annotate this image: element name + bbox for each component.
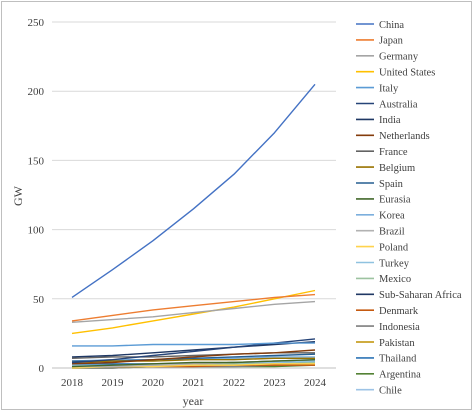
- legend-label-australia: Australia: [379, 99, 418, 110]
- legend-label-argentina: Argentina: [379, 370, 421, 381]
- series-line-india: [71, 341, 316, 358]
- series-lines: [71, 83, 316, 369]
- legend-label-italy: Italy: [379, 83, 399, 94]
- legend-label-spain: Spain: [379, 179, 404, 190]
- series-line-belgium: [71, 357, 315, 364]
- gridlines: [52, 21, 336, 369]
- legend-label-denmark: Denmark: [379, 306, 419, 317]
- x-tick-label: 2024: [304, 377, 327, 389]
- legend-label-sub-saharan-africa: Sub-Saharan Africa: [379, 290, 462, 301]
- legend-label-indonesia: Indonesia: [379, 322, 420, 333]
- legend-label-brazil: Brazil: [379, 227, 405, 238]
- y-tick-label: 100: [28, 225, 45, 237]
- series-line-china: [71, 83, 316, 298]
- legend-label-mexico: Mexico: [379, 274, 411, 285]
- legend-label-germany: Germany: [379, 52, 419, 63]
- legend-label-india: India: [379, 115, 401, 126]
- legend-label-belgium: Belgium: [379, 163, 415, 174]
- series-line-japan: [71, 293, 316, 322]
- x-axis-ticks: 2018 2019 2020 2021 2022 2023 2024: [61, 377, 327, 389]
- series-line-germany: [71, 300, 316, 323]
- legend-label-chile: Chile: [379, 386, 402, 397]
- y-tick-label: 50: [33, 294, 45, 306]
- x-tick-label: 2020: [142, 377, 165, 389]
- legend-label-netherlands: Netherlands: [379, 131, 430, 142]
- y-tick-label: 200: [28, 86, 45, 98]
- legend-label-thailand: Thailand: [379, 354, 417, 365]
- legend-label-china: China: [379, 20, 404, 31]
- legend-label-japan: Japan: [379, 36, 404, 47]
- x-axis-title: year: [183, 394, 204, 408]
- legend-label-poland: Poland: [379, 242, 409, 253]
- x-tick-label: 2018: [61, 377, 84, 389]
- y-tick-label: 250: [28, 17, 45, 29]
- legend-label-turkey: Turkey: [379, 258, 410, 269]
- legend-label-united-states: United States: [379, 68, 435, 79]
- legend-label-france: France: [379, 147, 408, 158]
- legend-label-korea: Korea: [379, 211, 405, 222]
- series-line-united-states: [71, 289, 316, 335]
- series-line-italy: [72, 342, 315, 347]
- y-axis-title: GW: [11, 185, 25, 206]
- y-tick-label: 150: [28, 155, 45, 167]
- y-tick-label: 0: [39, 363, 45, 375]
- x-tick-label: 2021: [183, 377, 205, 389]
- legend-label-eurasia: Eurasia: [379, 195, 411, 206]
- series-line-eurasia: [71, 359, 316, 368]
- x-tick-label: 2023: [264, 377, 287, 389]
- legend-label-pakistan: Pakistan: [379, 338, 415, 349]
- legend: China Japan Germany United States Italy Austr…: [356, 20, 462, 397]
- x-tick-label: 2019: [102, 377, 125, 389]
- series-line-netherlands: [71, 349, 316, 365]
- x-tick-label: 2022: [223, 377, 245, 389]
- y-axis-ticks: 0 50 100 150 200 250: [28, 17, 45, 375]
